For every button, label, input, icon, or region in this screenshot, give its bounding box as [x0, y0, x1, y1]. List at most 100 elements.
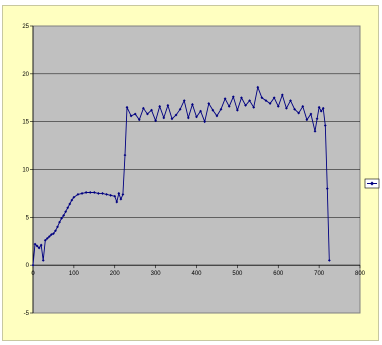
- data-point: [49, 233, 53, 236]
- data-point: [285, 106, 288, 110]
- data-point: [64, 210, 68, 213]
- data-point: [186, 116, 190, 120]
- x-tick-label: 400: [191, 271, 202, 277]
- data-point: [146, 112, 149, 116]
- y-tick-label: 5: [26, 215, 30, 221]
- data-point: [248, 99, 252, 103]
- data-point: [66, 206, 70, 210]
- line-chart: -5 0 5 10 15 20 25 0 100 200 300 400 500 600 700 800: [22, 24, 380, 317]
- y-tick-label: 20: [22, 72, 29, 78]
- data-point: [129, 114, 133, 118]
- data-point: [276, 104, 280, 108]
- x-tick-label: 500: [232, 271, 243, 277]
- data-series: [31, 85, 331, 267]
- x-tick-label: 800: [355, 271, 366, 277]
- x-tick-label: 200: [110, 271, 121, 277]
- tick-labels: -5 0 5 10 15 20 25 0 100 200 300 400 500 600 700 800: [22, 24, 365, 317]
- x-tick-label: 300: [151, 271, 162, 277]
- data-point: [105, 192, 108, 196]
- data-point: [133, 112, 137, 116]
- data-point: [297, 111, 301, 115]
- data-point: [231, 95, 235, 99]
- data-point: [178, 107, 182, 111]
- data-point: [313, 129, 317, 133]
- data-point: [125, 105, 129, 109]
- data-point: [203, 120, 207, 124]
- data-point: [154, 119, 158, 123]
- y-tick-label: 25: [22, 24, 29, 30]
- y-tick-label: -5: [24, 311, 30, 317]
- data-point: [191, 103, 194, 106]
- data-point: [76, 192, 80, 196]
- chart-frame: -5 0 5 10 15 20 25 0 100 200 300 400 500 600 700 800: [2, 5, 380, 341]
- data-point: [170, 117, 174, 121]
- legend-marker: [370, 181, 374, 186]
- data-point: [41, 258, 45, 262]
- data-point: [141, 106, 145, 110]
- x-tick-label: 700: [314, 271, 325, 277]
- data-point: [195, 115, 198, 119]
- data-point: [62, 214, 66, 217]
- data-point: [235, 108, 239, 112]
- data-point: [121, 192, 125, 196]
- data-point: [293, 107, 296, 111]
- x-tick-label: 100: [69, 271, 80, 277]
- legend: [364, 178, 380, 189]
- y-tick-label: 0: [26, 263, 30, 269]
- data-point: [215, 114, 219, 118]
- data-point: [252, 105, 256, 109]
- data-point: [52, 232, 55, 235]
- data-point: [182, 99, 186, 103]
- data-point: [315, 117, 319, 121]
- y-tick-label: 10: [22, 168, 29, 174]
- data-point: [317, 105, 321, 109]
- data-point: [43, 238, 47, 242]
- data-point: [321, 106, 325, 110]
- data-point: [227, 104, 231, 108]
- data-point: [264, 99, 268, 103]
- data-point: [323, 124, 327, 127]
- data-point: [58, 220, 61, 224]
- data-point: [60, 216, 64, 220]
- data-point: [301, 104, 305, 108]
- data-point: [68, 202, 72, 206]
- data-point: [174, 113, 178, 117]
- data-point: [305, 118, 309, 122]
- data-point: [80, 192, 84, 195]
- data-point: [84, 191, 88, 194]
- data-point: [35, 244, 39, 248]
- data-point: [45, 236, 49, 240]
- data-point: [166, 104, 170, 107]
- data-point: [88, 191, 92, 194]
- data-point: [54, 229, 57, 233]
- data-point: [319, 109, 323, 113]
- data-point: [268, 102, 272, 105]
- data-point: [289, 99, 292, 103]
- x-tick-label: 600: [273, 271, 284, 277]
- data-point: [72, 195, 76, 199]
- data-point: [56, 225, 59, 229]
- data-point: [325, 187, 329, 191]
- data-point: [219, 107, 223, 111]
- data-point: [119, 197, 123, 201]
- data-point: [37, 246, 41, 250]
- data-point: [109, 193, 113, 197]
- data-point: [117, 192, 121, 195]
- data-point: [97, 192, 100, 195]
- data-point: [115, 200, 119, 204]
- data-point: [150, 108, 153, 112]
- data-point: [260, 96, 264, 100]
- data-point: [158, 104, 162, 108]
- data-point: [92, 191, 96, 194]
- data-point: [47, 235, 51, 238]
- data-point: [33, 242, 37, 246]
- data-point: [137, 118, 141, 122]
- y-tick-label: 15: [22, 120, 29, 126]
- data-point: [309, 112, 313, 116]
- data-point: [199, 109, 202, 113]
- data-point: [327, 258, 331, 262]
- data-point: [101, 192, 104, 195]
- data-point: [272, 96, 276, 100]
- data-point: [113, 194, 117, 198]
- data-point: [244, 104, 247, 107]
